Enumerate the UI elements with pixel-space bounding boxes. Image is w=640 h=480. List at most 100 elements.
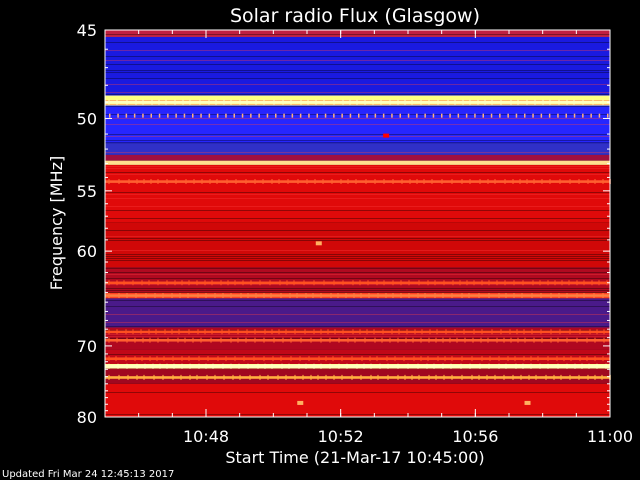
speckle xyxy=(557,337,559,343)
line-speckle-0 xyxy=(108,99,604,105)
speckle xyxy=(352,329,354,335)
speckle xyxy=(254,179,256,185)
speckle xyxy=(478,374,480,380)
speckle xyxy=(517,337,519,343)
marker-dot xyxy=(399,113,401,118)
speckle xyxy=(468,293,470,299)
speckle xyxy=(108,374,110,380)
speckle xyxy=(549,179,551,185)
speckle xyxy=(469,363,471,369)
speckle xyxy=(152,363,154,369)
speckle xyxy=(298,363,300,369)
speckle xyxy=(587,179,589,185)
speckle xyxy=(136,374,138,380)
marker-dot xyxy=(133,113,136,118)
speckle xyxy=(174,280,176,286)
speckle xyxy=(498,356,500,362)
speckle xyxy=(404,374,406,380)
marker-dot xyxy=(250,113,252,118)
speckle xyxy=(442,337,444,343)
speckle xyxy=(481,280,483,286)
speckle xyxy=(118,374,120,380)
speckle xyxy=(157,337,159,343)
speckle xyxy=(189,363,191,369)
speckle xyxy=(503,337,505,343)
texture-line xyxy=(105,326,610,327)
speckle xyxy=(323,99,325,105)
texture-line xyxy=(105,338,610,339)
speckle xyxy=(601,374,603,380)
speckle xyxy=(503,374,505,380)
speckle xyxy=(374,337,376,343)
speckle xyxy=(516,329,518,335)
speckle xyxy=(561,280,563,286)
speckle xyxy=(469,179,471,185)
speckle xyxy=(576,337,578,343)
speckle xyxy=(547,280,549,286)
speckle xyxy=(417,363,419,369)
speckle xyxy=(223,374,225,380)
speckle xyxy=(254,337,256,343)
speckle xyxy=(517,99,519,105)
speckle xyxy=(166,280,168,286)
marker-dot xyxy=(474,113,476,118)
speckle xyxy=(281,363,283,369)
texture-line xyxy=(105,36,610,37)
axis-ticks: 45 50 55 60 70 80 10:48 10:52 10:56 11:00 xyxy=(77,21,633,446)
speckle xyxy=(569,179,571,185)
speckle xyxy=(172,356,174,362)
speckle xyxy=(394,356,396,362)
speckle xyxy=(449,337,451,343)
speckle xyxy=(200,337,202,343)
speckle xyxy=(153,374,155,380)
line-speckle-7 xyxy=(108,363,607,369)
speckle xyxy=(505,363,507,369)
speckle xyxy=(593,293,595,299)
speckle xyxy=(426,363,428,369)
speckle xyxy=(303,280,305,286)
speckle xyxy=(302,374,304,380)
marker-dot xyxy=(490,113,493,118)
speckle xyxy=(405,337,407,343)
speckle xyxy=(579,356,581,362)
speckle xyxy=(189,374,191,380)
speckle xyxy=(523,356,525,362)
speckle xyxy=(264,363,266,369)
speckle xyxy=(488,280,490,286)
texture-line xyxy=(105,290,610,291)
speckle xyxy=(126,293,128,299)
speckle xyxy=(459,280,461,286)
speckle xyxy=(369,356,371,362)
speckle xyxy=(286,280,288,286)
speckle xyxy=(403,356,405,362)
speckle xyxy=(451,356,453,362)
speckle xyxy=(141,356,143,362)
speckle xyxy=(550,337,552,343)
speckle xyxy=(479,179,481,185)
texture-line xyxy=(105,330,610,331)
marker-dot xyxy=(424,113,426,118)
speckle xyxy=(240,293,242,299)
y-tick-label: 60 xyxy=(77,242,97,261)
speckle xyxy=(254,329,256,335)
speckle xyxy=(472,337,474,343)
speckle xyxy=(246,99,248,105)
speckle xyxy=(188,280,190,286)
marker-dot xyxy=(333,113,335,118)
texture-line xyxy=(105,272,610,273)
speckle xyxy=(325,356,327,362)
bright-line-6 xyxy=(105,357,610,361)
speckle xyxy=(116,329,118,335)
speckle xyxy=(108,329,110,335)
speckle xyxy=(383,179,385,185)
speckle xyxy=(143,374,145,380)
speckle xyxy=(166,363,168,369)
speckle xyxy=(522,280,524,286)
speckle xyxy=(226,179,228,185)
speckle xyxy=(365,179,367,185)
speckle xyxy=(557,363,559,369)
texture-line xyxy=(105,256,610,257)
marker-dot xyxy=(158,113,161,118)
speckle xyxy=(330,293,332,299)
speckle xyxy=(500,99,502,105)
